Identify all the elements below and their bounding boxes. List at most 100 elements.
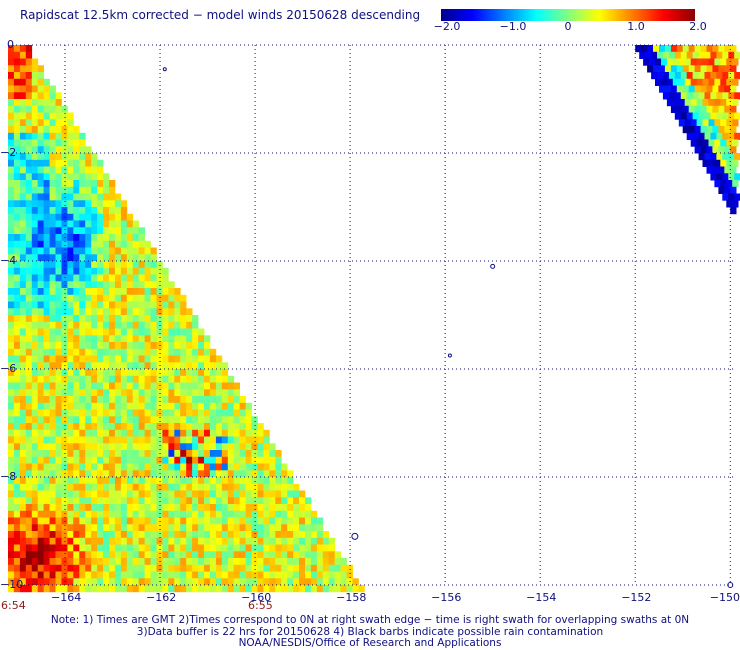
data-cell xyxy=(221,362,229,370)
data-cell xyxy=(8,240,15,248)
data-cell xyxy=(67,497,74,505)
data-cell xyxy=(79,510,86,518)
data-cell xyxy=(700,45,707,53)
data-cell xyxy=(162,450,169,458)
data-cell xyxy=(61,382,68,390)
data-cell xyxy=(103,436,110,444)
data-cell xyxy=(132,362,139,370)
data-cell xyxy=(19,288,27,296)
data-cell xyxy=(257,510,264,518)
data-cell xyxy=(156,396,163,404)
data-cell xyxy=(239,429,246,437)
data-cell xyxy=(67,220,74,228)
data-cell xyxy=(198,510,205,518)
data-cell xyxy=(73,348,80,356)
data-cell xyxy=(275,537,282,545)
data-cell xyxy=(674,92,682,100)
data-cell xyxy=(55,362,62,370)
data-cell xyxy=(55,369,62,377)
data-cell xyxy=(233,564,240,572)
data-cell xyxy=(114,558,122,566)
data-cell xyxy=(299,524,306,532)
data-cell xyxy=(13,159,21,167)
data-cell xyxy=(120,551,128,559)
data-cell xyxy=(233,456,240,464)
data-cell xyxy=(204,483,211,491)
data-cell xyxy=(126,308,134,316)
data-cell xyxy=(114,274,122,282)
data-cell xyxy=(13,207,21,215)
data-cell xyxy=(31,220,39,228)
colorbar-tick: 0 xyxy=(564,20,572,33)
data-cell xyxy=(204,477,211,485)
data-cell xyxy=(114,510,122,518)
data-cell xyxy=(150,396,157,404)
data-cell xyxy=(43,180,50,188)
data-cell xyxy=(67,126,74,134)
data-cell xyxy=(67,578,74,586)
data-cell xyxy=(37,558,44,566)
data-cell xyxy=(8,342,15,350)
data-cell xyxy=(120,389,128,397)
data-cell xyxy=(126,247,134,255)
data-cell xyxy=(162,463,169,471)
data-cell xyxy=(120,456,128,464)
data-cell xyxy=(79,490,86,498)
data-cell xyxy=(132,456,139,464)
data-cell xyxy=(209,443,217,451)
data-cell xyxy=(37,200,44,208)
data-cell xyxy=(299,537,306,545)
data-cell xyxy=(13,193,21,201)
data-cell xyxy=(37,389,44,397)
data-cell xyxy=(126,416,134,424)
data-cell xyxy=(37,193,44,201)
data-cell xyxy=(91,254,98,262)
data-cell xyxy=(19,524,27,532)
data-cell xyxy=(138,342,145,350)
y-tick-label: −6 xyxy=(0,362,17,375)
data-cell xyxy=(722,132,729,140)
data-cell xyxy=(109,213,116,221)
data-cell xyxy=(168,477,175,485)
data-cell xyxy=(257,443,264,451)
data-cell xyxy=(204,578,211,586)
data-cell xyxy=(49,139,56,147)
data-cell xyxy=(694,65,701,73)
data-cell xyxy=(162,267,169,275)
data-cell xyxy=(103,247,110,255)
data-cell xyxy=(251,490,258,498)
data-cell xyxy=(31,443,39,451)
data-cell xyxy=(103,281,110,289)
data-cell xyxy=(61,159,68,167)
data-cell xyxy=(8,267,15,275)
data-cell xyxy=(150,348,157,356)
data-cell xyxy=(126,227,134,235)
data-cell xyxy=(31,99,39,107)
data-cell xyxy=(688,65,695,73)
data-cell xyxy=(732,119,739,127)
data-cell xyxy=(109,234,116,242)
data-cell xyxy=(8,524,15,532)
data-cell xyxy=(31,126,39,134)
data-cell xyxy=(43,463,50,471)
data-cell xyxy=(245,517,252,525)
data-cell xyxy=(73,564,80,572)
data-cell xyxy=(281,517,288,525)
data-cell xyxy=(209,571,217,579)
data-cell xyxy=(293,558,300,566)
data-cell xyxy=(209,463,217,471)
data-cell xyxy=(263,585,270,593)
data-cell xyxy=(79,261,86,269)
data-cell xyxy=(8,301,15,309)
data-cell xyxy=(174,517,181,525)
data-cell xyxy=(150,531,157,539)
data-cell xyxy=(37,247,44,255)
data-cell xyxy=(275,497,282,505)
data-cell xyxy=(85,308,92,316)
data-cell xyxy=(316,571,324,579)
data-cell xyxy=(31,227,39,235)
data-cell xyxy=(109,558,116,566)
data-cell xyxy=(192,335,199,343)
data-cell xyxy=(168,443,175,451)
data-cell xyxy=(37,207,44,215)
